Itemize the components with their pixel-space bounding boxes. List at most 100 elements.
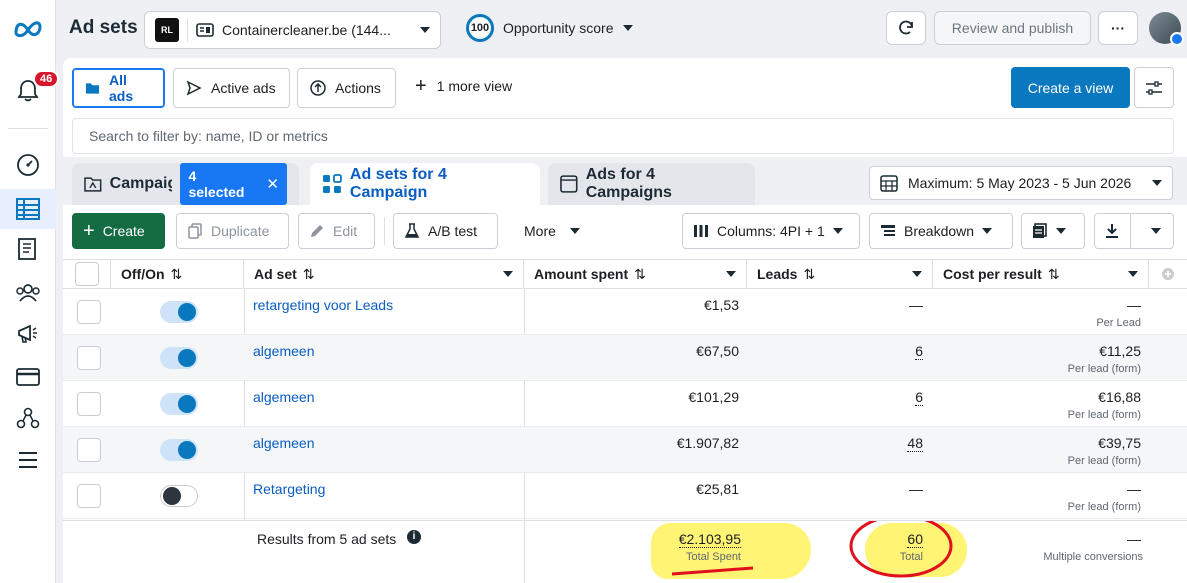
tab-ads[interactable]: Ads for 4 Campaigns: [548, 163, 755, 205]
adset-name-link[interactable]: Retargeting: [253, 481, 326, 497]
chevron-down-icon: [569, 228, 580, 234]
sort-icon[interactable]: ⇅: [634, 265, 646, 282]
totals-label: Results from 5 ad sets: [257, 531, 397, 547]
row-toggle[interactable]: [160, 439, 198, 461]
network-icon: [16, 407, 40, 429]
rail-business-tools[interactable]: [0, 398, 56, 438]
adset-name-link[interactable]: algemeen: [253, 389, 315, 405]
account-selector[interactable]: RL Containercleaner.be (144...: [144, 11, 441, 49]
create-view-button[interactable]: Create a view: [1011, 67, 1130, 108]
leads-value[interactable]: 6: [915, 343, 923, 360]
review-publish-button[interactable]: Review and publish: [934, 11, 1091, 45]
adset-name-link[interactable]: algemeen: [253, 435, 315, 451]
table-row[interactable]: algemeen €1.907,82 48 €39,75 Per lead (f…: [63, 427, 1187, 473]
amount-spent-value: €25,81: [696, 481, 739, 497]
leads-value: —: [909, 297, 923, 313]
row-toggle[interactable]: [160, 393, 198, 415]
total-amount-value[interactable]: €2.103,95: [678, 531, 741, 548]
view-actions-label: Actions: [335, 80, 381, 96]
rail-ads-manager[interactable]: [0, 189, 56, 229]
sort-icon[interactable]: ⇅: [170, 265, 183, 282]
reports-button[interactable]: [1021, 213, 1085, 249]
toggle-knob: [178, 395, 196, 413]
column-header-onoff[interactable]: Off/On ⇅: [111, 259, 244, 289]
sort-icon[interactable]: ⇅: [302, 265, 315, 282]
chevron-down-icon[interactable]: [1128, 271, 1138, 277]
edit-label: Edit: [333, 223, 358, 239]
leads-value[interactable]: 6: [915, 389, 923, 406]
search-input[interactable]: Search to filter by: name, ID or metrics: [72, 118, 1174, 154]
table-row[interactable]: algemeen €67,50 6 €11,25 Per lead (form): [63, 335, 1187, 381]
ad-account-icon: [196, 23, 214, 37]
row-checkbox[interactable]: [77, 346, 101, 370]
row-checkbox[interactable]: [77, 438, 101, 462]
export-button[interactable]: [1094, 213, 1174, 249]
view-actions[interactable]: Actions: [297, 68, 396, 108]
rail-menu[interactable]: [0, 440, 56, 480]
cpr-sublabel: Per lead (form): [1067, 363, 1141, 375]
gauge-icon: [17, 154, 39, 176]
selected-pill[interactable]: 4 selected ✕: [180, 163, 287, 205]
toggle-knob: [163, 487, 181, 505]
sort-icon[interactable]: ⇅: [803, 265, 816, 282]
view-active-ads[interactable]: Active ads: [173, 68, 290, 108]
close-icon[interactable]: ✕: [266, 176, 279, 193]
chevron-down-icon[interactable]: [503, 271, 513, 277]
create-button[interactable]: + Create: [72, 213, 165, 249]
columns-button[interactable]: Columns: 4PI + 1: [682, 213, 860, 249]
info-icon[interactable]: i: [407, 530, 421, 544]
add-column-button[interactable]: [1149, 259, 1187, 289]
breakdown-button[interactable]: Breakdown: [869, 213, 1013, 249]
adset-name-link[interactable]: retargeting voor Leads: [253, 297, 394, 313]
date-range-picker[interactable]: Maximum: 5 May 2023 - 5 Jun 2026: [869, 166, 1173, 200]
ab-test-button[interactable]: A/B test: [393, 213, 498, 249]
table-row[interactable]: Retargeting €25,81 — — Per lead (form): [63, 473, 1187, 519]
rail-pages[interactable]: [0, 229, 56, 269]
view-settings-button[interactable]: [1134, 67, 1174, 108]
total-cpr-value: —: [1127, 531, 1141, 547]
chevron-down-icon[interactable]: [726, 271, 736, 277]
cpr-sublabel: Per lead (form): [1067, 501, 1141, 513]
view-all-ads[interactable]: All ads: [72, 68, 165, 108]
notifications-button[interactable]: 46: [0, 69, 60, 112]
row-checkbox[interactable]: [77, 392, 101, 416]
avatar[interactable]: [1149, 12, 1184, 46]
row-checkbox[interactable]: [77, 300, 101, 324]
tab-campaigns[interactable]: Campaig 4 selected ✕: [72, 163, 299, 205]
cpr-sublabel: Per lead (form): [1067, 455, 1141, 467]
chevron-down-icon[interactable]: [912, 271, 922, 277]
cpr-value: —: [1127, 297, 1141, 313]
column-header-cpr[interactable]: Cost per result ⇅: [933, 259, 1149, 289]
meta-logo[interactable]: [0, 8, 56, 48]
opportunity-score[interactable]: 100 Opportunity score: [466, 14, 633, 42]
column-header-leads[interactable]: Leads ⇅: [747, 259, 933, 289]
adset-name-link[interactable]: algemeen: [253, 343, 315, 359]
row-toggle[interactable]: [160, 301, 198, 323]
rail-audiences[interactable]: [0, 273, 56, 313]
total-leads-value[interactable]: 60: [907, 531, 923, 548]
duplicate-button[interactable]: Duplicate: [176, 213, 289, 249]
leads-value[interactable]: 48: [907, 435, 923, 452]
rail-billing[interactable]: [0, 357, 56, 397]
refresh-button[interactable]: [886, 11, 926, 45]
tab-adsets[interactable]: Ad sets for 4 Campaign: [310, 163, 540, 205]
more-options-button[interactable]: ···: [1098, 11, 1138, 45]
row-toggle[interactable]: [160, 347, 198, 369]
table-row[interactable]: algemeen €101,29 6 €16,88 Per lead (form…: [63, 381, 1187, 427]
rail-campaigns[interactable]: [0, 314, 56, 354]
download-icon[interactable]: [1095, 214, 1131, 248]
rail-overview[interactable]: [0, 145, 56, 185]
export-menu-chevron[interactable]: [1139, 228, 1173, 234]
sort-icon[interactable]: ⇅: [1047, 265, 1060, 282]
top-bar: Ad sets RL Containercleaner.be (144... 1…: [56, 0, 1187, 58]
column-header-adset[interactable]: Ad set ⇅: [244, 259, 524, 289]
table-row[interactable]: retargeting voor Leads €1,53 — — Per Lea…: [63, 289, 1187, 335]
add-more-view[interactable]: + 1 more view: [415, 76, 512, 96]
row-checkbox[interactable]: [77, 484, 101, 508]
edit-button[interactable]: Edit: [298, 213, 375, 249]
ad-frame-icon: [560, 175, 578, 193]
column-header-amount[interactable]: Amount spent ⇅: [524, 259, 747, 289]
row-toggle[interactable]: [160, 485, 198, 507]
more-button[interactable]: More: [514, 213, 594, 249]
select-all-checkbox[interactable]: [74, 262, 99, 286]
